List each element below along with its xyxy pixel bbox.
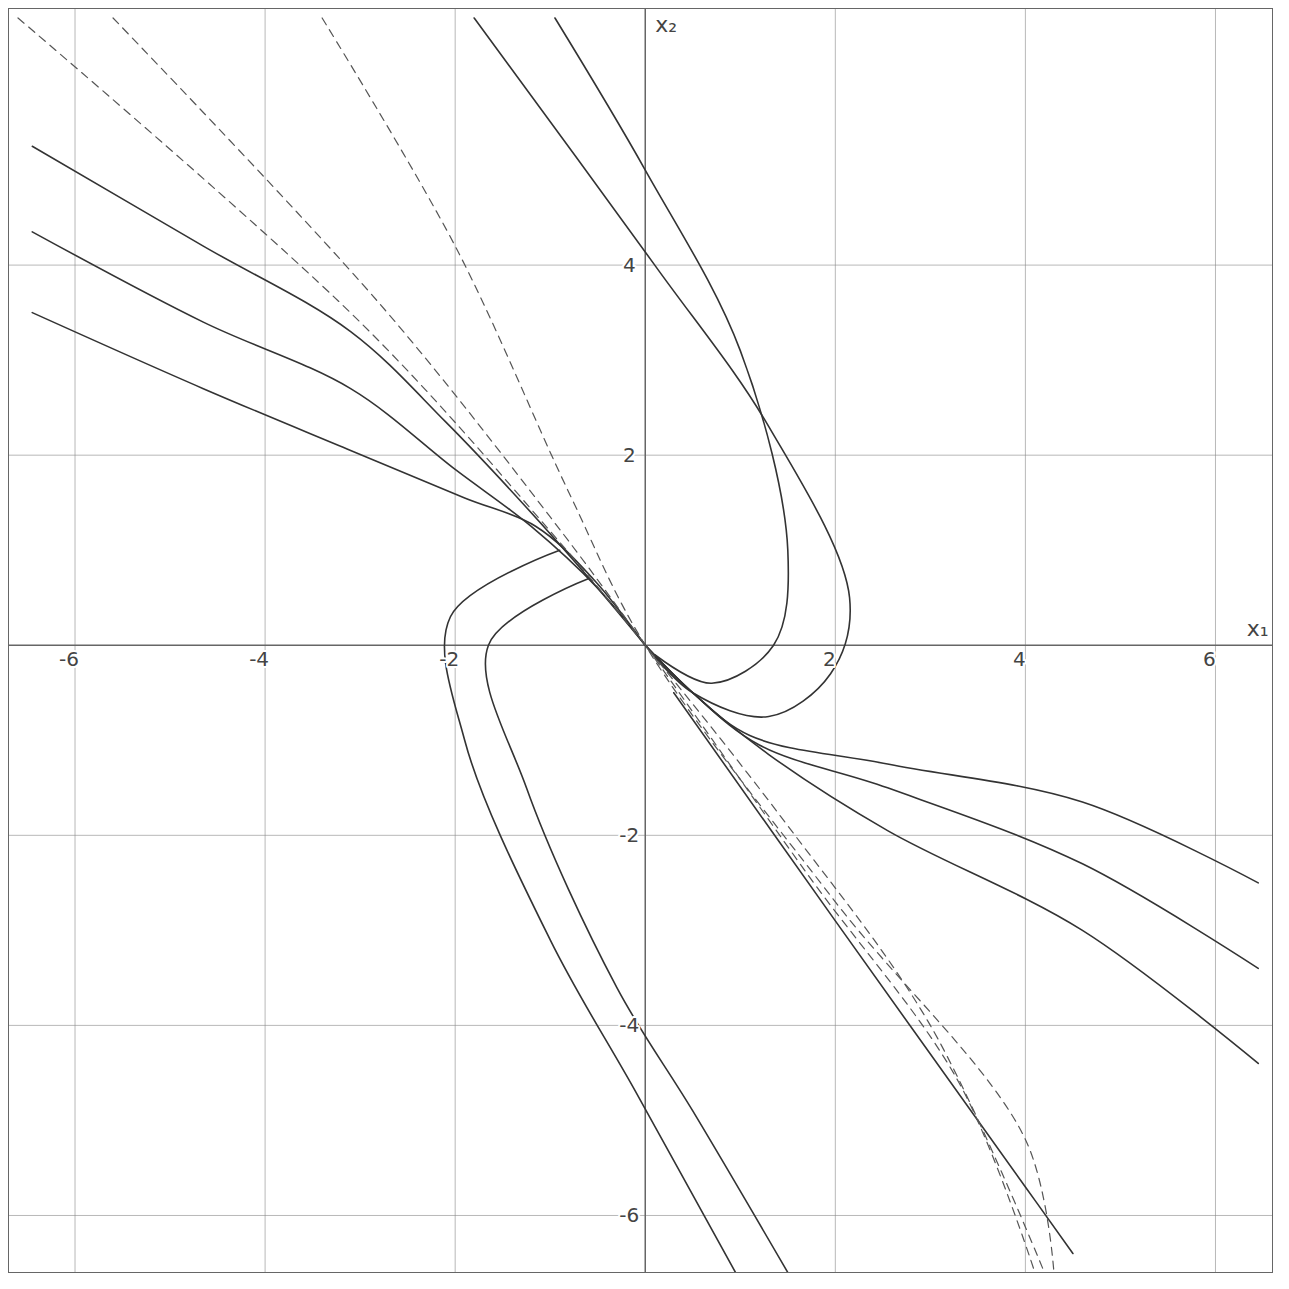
svg-text:4: 4 (1013, 647, 1026, 671)
svg-text:-2: -2 (619, 823, 639, 847)
svg-text:2: 2 (623, 443, 636, 467)
svg-text:-6: -6 (619, 1203, 639, 1227)
svg-text:-4: -4 (249, 647, 269, 671)
svg-text:4: 4 (623, 253, 636, 277)
svg-text:-4: -4 (619, 1013, 639, 1037)
svg-text:x₂: x₂ (655, 12, 677, 37)
svg-text:x₁: x₁ (1247, 616, 1269, 641)
svg-text:6: 6 (1203, 647, 1216, 671)
svg-text:-6: -6 (59, 647, 79, 671)
svg-text:-2: -2 (439, 647, 459, 671)
svg-text:2: 2 (823, 647, 836, 671)
